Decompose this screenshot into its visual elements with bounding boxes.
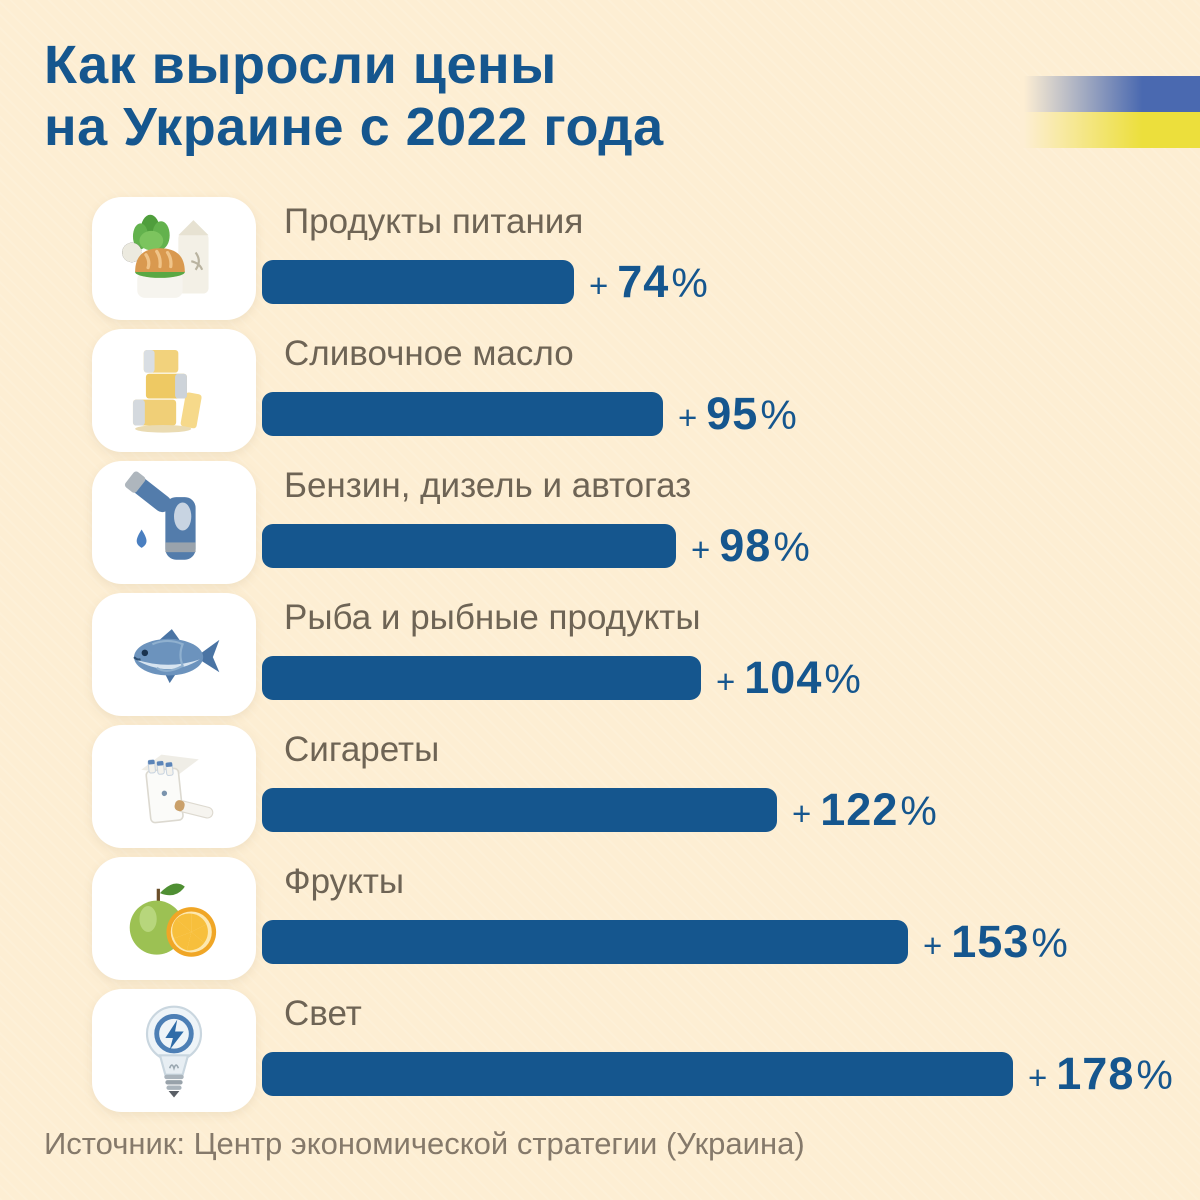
category-label: Сливочное масло	[284, 334, 574, 373]
category-icon-card	[92, 593, 256, 716]
value-plus-sign: +	[678, 399, 698, 436]
category-icon-card	[92, 857, 256, 980]
value-number: 104	[744, 652, 823, 703]
chart-row: Свет +178%	[92, 989, 1200, 1112]
category-label: Сигареты	[284, 730, 440, 769]
category-icon-card	[92, 725, 256, 848]
title-line-2: на Украине с 2022 года	[44, 97, 664, 157]
bar-chart: Продукты питания +74% Сливочное масло +9…	[92, 197, 1200, 1112]
value-percent-sign: %	[824, 656, 861, 702]
value-bar	[262, 392, 663, 436]
value-number: 178	[1056, 1048, 1135, 1099]
chart-row: Бензин, дизель и автогаз +98%	[92, 461, 1200, 584]
category-label: Продукты питания	[284, 202, 584, 241]
value-number: 153	[951, 916, 1030, 967]
value-plus-sign: +	[792, 795, 812, 832]
cigarettes-icon	[118, 733, 230, 841]
lightbulb-icon	[118, 997, 230, 1105]
ukraine-flag-icon	[1020, 76, 1200, 148]
value-percent-sign: %	[671, 260, 708, 306]
fruits-icon	[118, 865, 230, 973]
value-bar	[262, 788, 777, 832]
value-plus-sign: +	[691, 531, 711, 568]
value-percent-sign: %	[1031, 920, 1068, 966]
value-plus-sign: +	[1028, 1059, 1048, 1096]
value-label: +95%	[678, 388, 797, 440]
value-label: +104%	[716, 652, 861, 704]
value-bar	[262, 260, 574, 304]
category-icon-card	[92, 329, 256, 452]
chart-row: Сливочное масло +95%	[92, 329, 1200, 452]
category-label: Свет	[284, 994, 362, 1033]
value-plus-sign: +	[589, 267, 609, 304]
title-line-1: Как выросли цены	[44, 35, 557, 95]
value-plus-sign: +	[923, 927, 943, 964]
fish-icon	[118, 601, 230, 709]
category-icon-card	[92, 461, 256, 584]
butter-icon	[118, 337, 230, 445]
value-label: +122%	[792, 784, 937, 836]
fuel-nozzle-icon	[118, 469, 230, 577]
value-number: 122	[820, 784, 899, 835]
value-plus-sign: +	[716, 663, 736, 700]
value-percent-sign: %	[1136, 1052, 1173, 1098]
value-label: +74%	[589, 256, 708, 308]
food-icon	[118, 205, 230, 313]
category-icon-card	[92, 989, 256, 1112]
value-bar	[262, 656, 701, 700]
category-label: Рыба и рыбные продукты	[284, 598, 701, 637]
value-label: +178%	[1028, 1048, 1173, 1100]
value-percent-sign: %	[900, 788, 937, 834]
source-note: Источник: Центр экономической стратегии …	[44, 1126, 805, 1161]
chart-row: Рыба и рыбные продукты +104%	[92, 593, 1200, 716]
page-title: Как выросли цены на Украине с 2022 года	[44, 34, 664, 158]
value-percent-sign: %	[760, 392, 797, 438]
value-number: 95	[706, 388, 759, 439]
category-label: Фрукты	[284, 862, 405, 901]
value-label: +98%	[691, 520, 810, 572]
value-percent-sign: %	[773, 524, 810, 570]
value-number: 74	[617, 256, 670, 307]
chart-row: Фрукты +153%	[92, 857, 1200, 980]
category-label: Бензин, дизель и автогаз	[284, 466, 692, 505]
category-icon-card	[92, 197, 256, 320]
value-bar	[262, 920, 908, 964]
chart-row: Сигареты +122%	[92, 725, 1200, 848]
value-bar	[262, 1052, 1013, 1096]
flag-fade-overlay	[1020, 76, 1200, 148]
value-label: +153%	[923, 916, 1068, 968]
value-number: 98	[719, 520, 772, 571]
chart-row: Продукты питания +74%	[92, 197, 1200, 320]
value-bar	[262, 524, 676, 568]
